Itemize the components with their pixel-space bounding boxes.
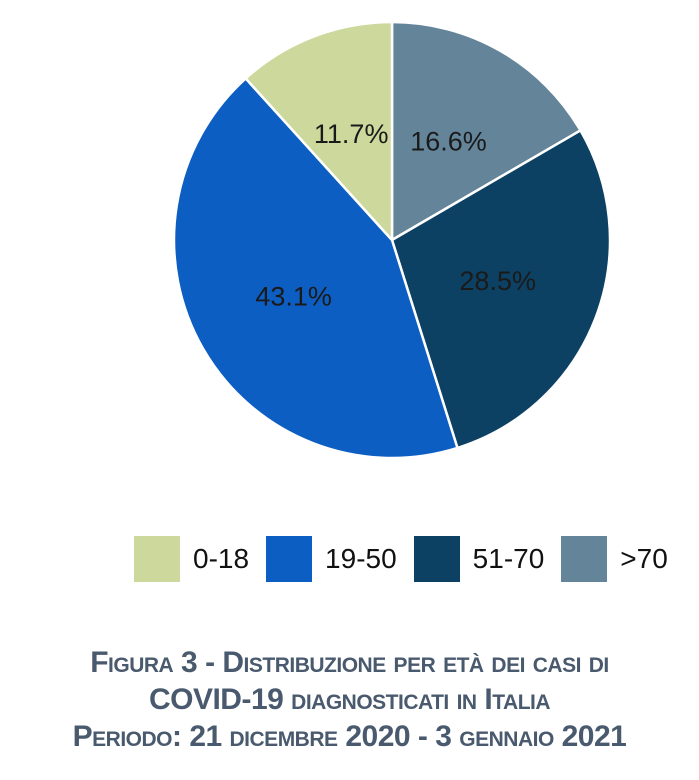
pie-label->70: 16.6% xyxy=(410,127,487,157)
caption-line-1: Figura 3 - Distribuzione per età dei cas… xyxy=(90,646,609,679)
pie-slice-0-18 xyxy=(244,20,394,242)
caption-line-2: COVID-19 diagnosticati in Italia xyxy=(148,683,551,716)
caption-line-3: Periodo: 21 dicembre 2020 - 3 gennaio 20… xyxy=(72,720,627,753)
pie-chart: 16.6% 28.5% 43.1% 11.7% xyxy=(172,20,612,460)
pie-slice-51-70 xyxy=(390,129,612,450)
legend-swatch-51-70 xyxy=(413,536,460,582)
pie-slice-19-50 xyxy=(172,77,459,460)
legend-label->70: >70 xyxy=(620,543,668,574)
pie-label-19-50: 43.1% xyxy=(255,281,332,311)
pie-label-51-70: 28.5% xyxy=(459,266,536,296)
pie-slice->70 xyxy=(390,20,582,242)
figure-caption: Figura 3 - Distribuzione per età dei cas… xyxy=(0,644,699,755)
legend-item-0-18: 0-18 xyxy=(134,536,249,582)
legend-swatch-19-50 xyxy=(266,536,313,582)
legend-label-0-18: 0-18 xyxy=(193,543,250,574)
legend-label-19-50: 19-50 xyxy=(325,543,397,574)
legend: 0-18 19-50 51-70 >70 xyxy=(134,536,668,582)
legend-swatch->70 xyxy=(561,536,608,582)
legend-item-51-70: 51-70 xyxy=(413,536,545,582)
legend-swatch-0-18 xyxy=(134,536,180,582)
legend-item-19-50: 19-50 xyxy=(266,536,397,582)
pie-label-0-18: 11.7% xyxy=(314,119,389,149)
legend-item->70: >70 xyxy=(561,536,668,582)
legend-label-51-70: 51-70 xyxy=(472,543,545,574)
